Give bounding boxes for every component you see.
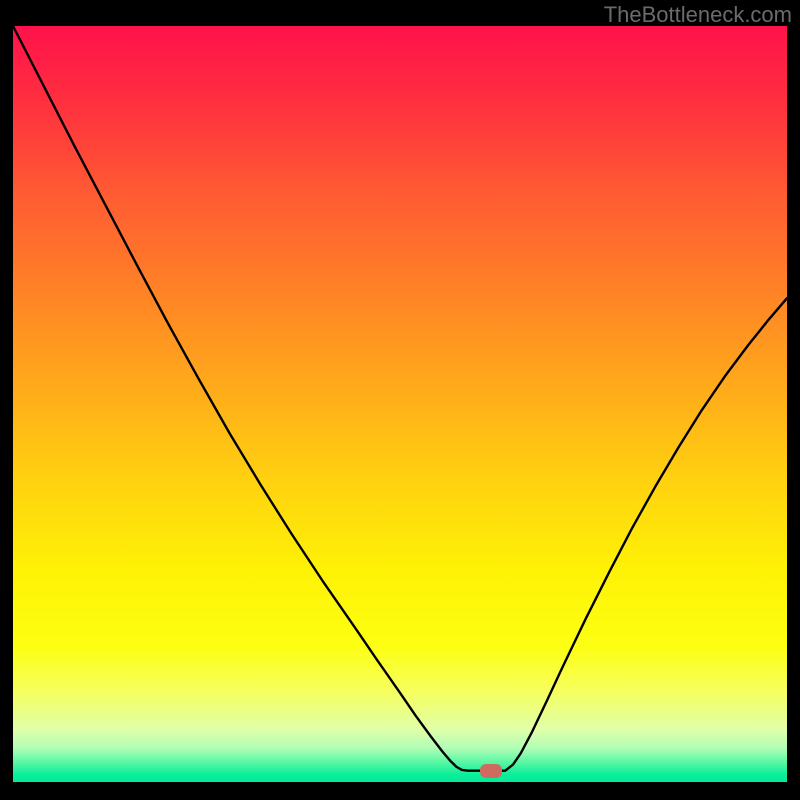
curve-layer bbox=[0, 0, 800, 800]
watermark: TheBottleneck.com bbox=[604, 2, 792, 28]
bottleneck-curve bbox=[13, 26, 787, 771]
optimal-marker bbox=[480, 764, 502, 778]
chart-container: TheBottleneck.com bbox=[0, 0, 800, 800]
